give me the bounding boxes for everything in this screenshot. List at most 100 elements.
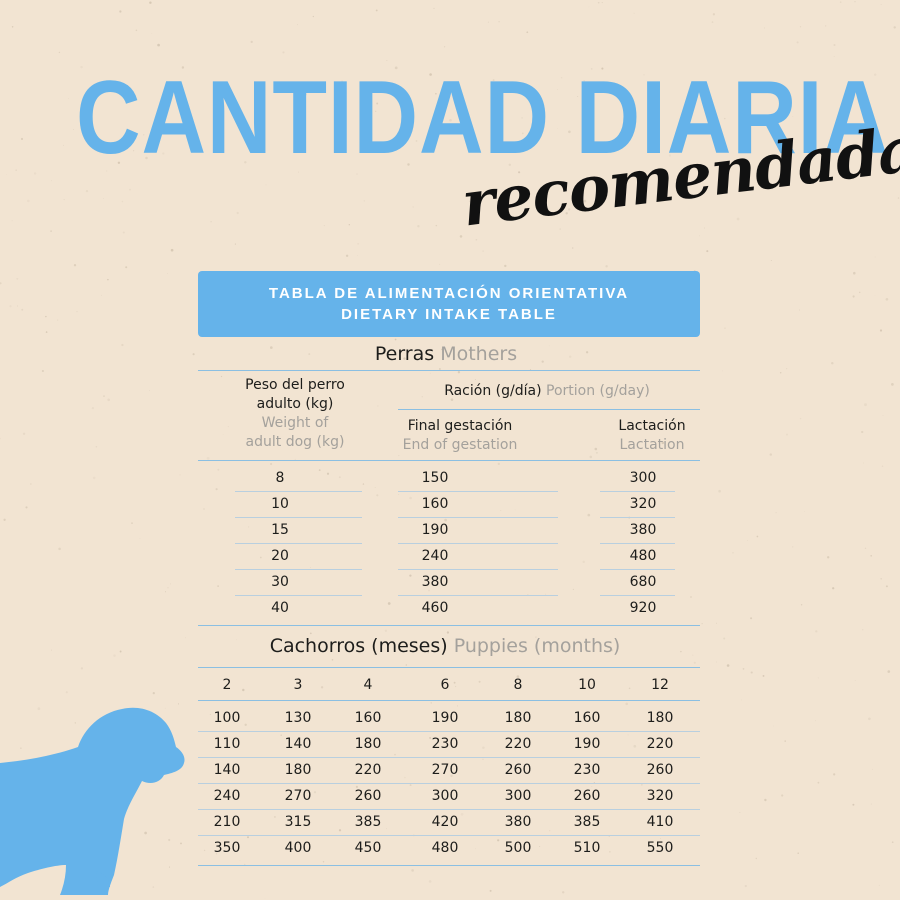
row-divider xyxy=(235,595,362,596)
portion-cell: 270 xyxy=(431,762,459,778)
lactation-header: Lactación Lactation xyxy=(618,417,685,455)
portion-cell: 260 xyxy=(646,762,674,778)
month-header: 4 xyxy=(363,677,373,693)
row-divider xyxy=(198,783,700,784)
mothers-section-title: Perras Mothers xyxy=(375,343,517,365)
row-divider xyxy=(398,595,558,596)
gestation-cell: 460 xyxy=(421,600,449,616)
portion-cell: 210 xyxy=(213,814,241,830)
lactation-header-en: Lactation xyxy=(619,437,685,453)
portion-cell: 400 xyxy=(284,840,312,856)
portion-cell: 420 xyxy=(431,814,459,830)
portion-cell: 300 xyxy=(431,788,459,804)
portion-cell: 260 xyxy=(354,788,382,804)
puppies-bottom-divider xyxy=(198,865,700,866)
gestation-cell: 380 xyxy=(421,574,449,590)
mothers-bottom-divider xyxy=(198,625,700,626)
row-divider xyxy=(398,517,558,518)
row-divider xyxy=(235,543,362,544)
month-header: 6 xyxy=(440,677,450,693)
portion-cell: 110 xyxy=(213,736,241,752)
weight-cell: 8 xyxy=(275,470,285,486)
puppies-title-divider xyxy=(198,667,700,668)
portion-cell: 350 xyxy=(213,840,241,856)
gestation-cell: 160 xyxy=(421,496,449,512)
portion-cell: 450 xyxy=(354,840,382,856)
portion-cell: 500 xyxy=(504,840,532,856)
portion-cell: 320 xyxy=(646,788,674,804)
portion-cell: 385 xyxy=(354,814,382,830)
mothers-header-divider xyxy=(198,460,700,461)
row-divider xyxy=(398,491,558,492)
portion-cell: 140 xyxy=(213,762,241,778)
page-title: CANTIDAD DIARIA xyxy=(76,60,889,176)
table-banner: TABLA DE ALIMENTACIÓN ORIENTATIVA DIETAR… xyxy=(198,271,700,337)
lactation-header-es: Lactación xyxy=(618,418,686,434)
portion-cell: 230 xyxy=(573,762,601,778)
puppies-header-divider xyxy=(198,700,700,701)
portion-cell: 220 xyxy=(504,736,532,752)
lactation-cell: 380 xyxy=(629,522,657,538)
month-header: 8 xyxy=(513,677,523,693)
gestation-cell: 240 xyxy=(421,548,449,564)
portion-cell: 260 xyxy=(504,762,532,778)
row-divider xyxy=(235,517,362,518)
weight-header-en-1: Weight of xyxy=(261,415,329,431)
weight-cell: 40 xyxy=(271,600,289,616)
portion-cell: 130 xyxy=(284,710,312,726)
gestation-cell: 150 xyxy=(421,470,449,486)
row-divider xyxy=(600,595,675,596)
gestation-header: Final gestación End of gestation xyxy=(403,417,518,455)
dog-silhouette-icon xyxy=(0,707,185,895)
weight-cell: 10 xyxy=(271,496,289,512)
lactation-cell: 480 xyxy=(629,548,657,564)
weight-header-es-2: adulto (kg) xyxy=(256,396,334,412)
portion-header-divider xyxy=(398,409,700,410)
portion-cell: 230 xyxy=(431,736,459,752)
month-header: 3 xyxy=(293,677,303,693)
row-divider xyxy=(600,517,675,518)
row-divider xyxy=(235,569,362,570)
portion-cell: 180 xyxy=(354,736,382,752)
gestation-header-en: End of gestation xyxy=(402,437,518,453)
portion-cell: 510 xyxy=(573,840,601,856)
row-divider xyxy=(198,835,700,836)
puppies-title-en: Puppies (months) xyxy=(453,635,621,657)
row-divider xyxy=(198,757,700,758)
banner-title-en: DIETARY INTAKE TABLE xyxy=(341,306,557,323)
month-header: 2 xyxy=(222,677,232,693)
portion-cell: 190 xyxy=(431,710,459,726)
portion-cell: 240 xyxy=(213,788,241,804)
row-divider xyxy=(398,543,558,544)
portion-cell: 160 xyxy=(354,710,382,726)
portion-cell: 180 xyxy=(504,710,532,726)
weight-cell: 15 xyxy=(271,522,289,538)
portion-header-es: Ración (g/día) xyxy=(444,383,542,399)
row-divider xyxy=(398,569,558,570)
row-divider xyxy=(198,731,700,732)
lactation-cell: 300 xyxy=(629,470,657,486)
month-header: 10 xyxy=(578,677,596,693)
gestation-cell: 190 xyxy=(421,522,449,538)
weight-header: Peso del perro adulto (kg) Weight of adu… xyxy=(245,376,345,452)
gestation-header-es: Final gestación xyxy=(407,418,513,434)
portion-cell: 140 xyxy=(284,736,312,752)
portion-cell: 190 xyxy=(573,736,601,752)
portion-cell: 385 xyxy=(573,814,601,830)
weight-cell: 30 xyxy=(271,574,289,590)
portion-cell: 380 xyxy=(504,814,532,830)
portion-cell: 550 xyxy=(646,840,674,856)
puppies-section-title: Cachorros (meses) Puppies (months) xyxy=(270,635,621,657)
lactation-cell: 680 xyxy=(629,574,657,590)
mothers-title-divider xyxy=(198,370,700,371)
weight-cell: 20 xyxy=(271,548,289,564)
portion-cell: 480 xyxy=(431,840,459,856)
portion-cell: 315 xyxy=(284,814,312,830)
portion-cell: 410 xyxy=(646,814,674,830)
row-divider xyxy=(600,569,675,570)
row-divider xyxy=(198,809,700,810)
lactation-cell: 320 xyxy=(629,496,657,512)
puppies-title-es: Cachorros (meses) xyxy=(269,635,448,657)
row-divider xyxy=(235,491,362,492)
portion-cell: 220 xyxy=(354,762,382,778)
